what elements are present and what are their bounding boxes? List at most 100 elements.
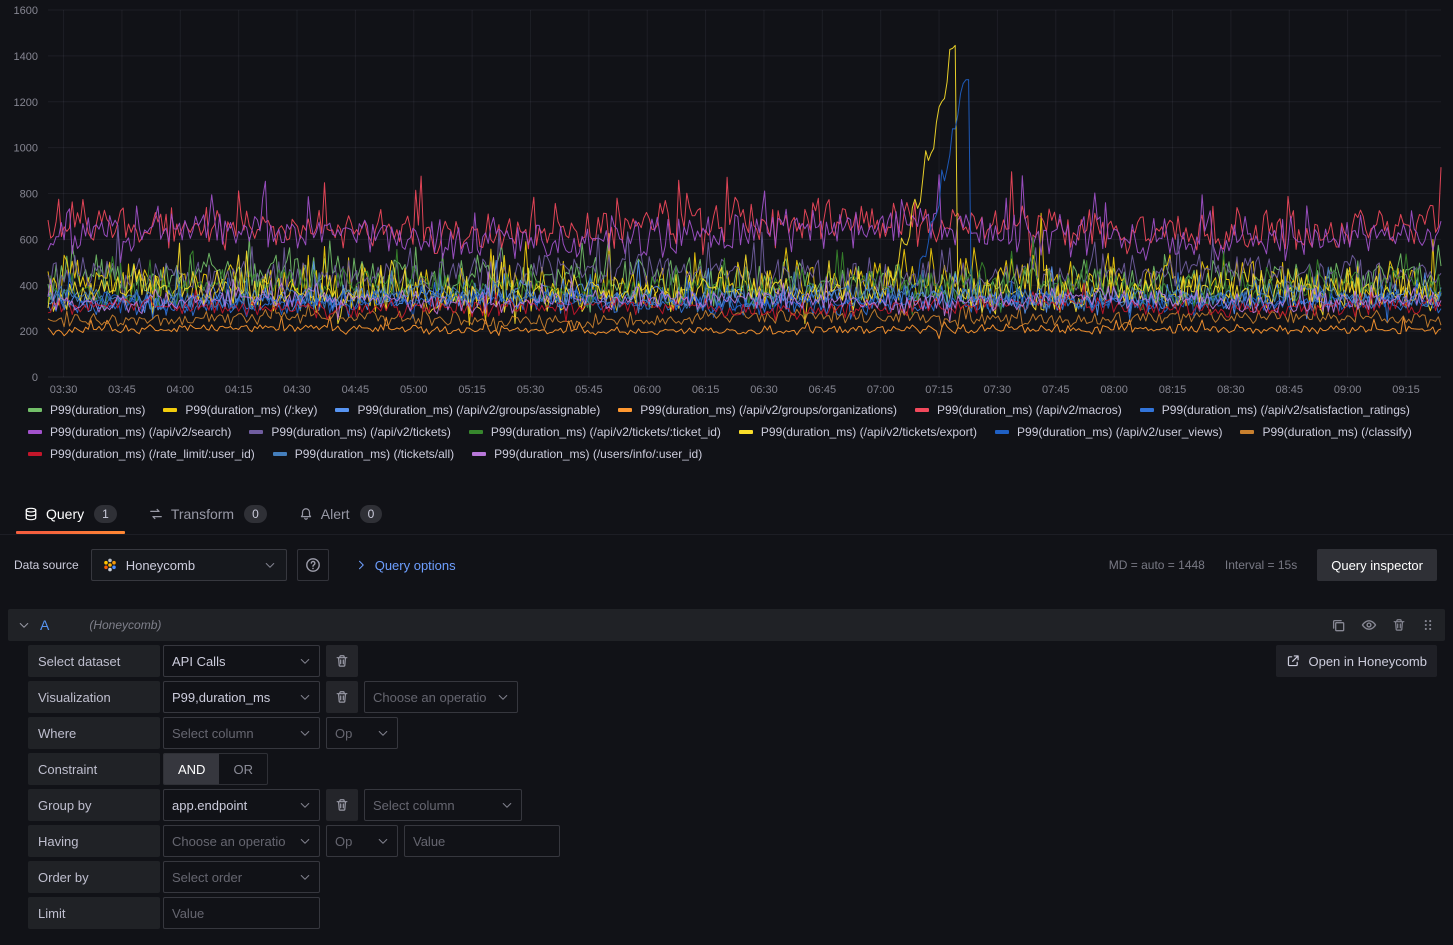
constraint-or-button[interactable]: OR	[219, 754, 267, 784]
query-row-header[interactable]: A (Honeycomb)	[8, 609, 1445, 641]
form-row-having: Having Choose an operatio Op	[28, 825, 1445, 857]
query-ref-id: A	[40, 617, 50, 633]
group-by-select[interactable]: app.endpoint	[163, 789, 320, 821]
legend-item[interactable]: P99(duration_ms) (/rate_limit/:user_id)	[28, 446, 255, 462]
chevron-down-icon	[264, 559, 276, 571]
legend-item[interactable]: P99(duration_ms)	[28, 402, 145, 418]
form-row-where: Where Select column Op	[28, 717, 1445, 749]
svg-text:07:00: 07:00	[867, 384, 895, 396]
legend-swatch-icon	[738, 430, 753, 434]
legend-item[interactable]: P99(duration_ms) (/api/v2/groups/organiz…	[618, 402, 897, 418]
group-by-column-placeholder: Select column	[373, 797, 455, 813]
visualization-select[interactable]: P99,duration_ms	[163, 681, 320, 713]
legend-label: P99(duration_ms) (/api/v2/groups/assigna…	[357, 403, 601, 417]
having-operation-select[interactable]: Choose an operatio	[163, 825, 320, 857]
chevron-down-icon	[377, 727, 389, 739]
legend-label: P99(duration_ms) (/users/info/:user_id)	[494, 447, 703, 461]
visualization-operation-select[interactable]: Choose an operatio	[364, 681, 518, 713]
group-by-value: app.endpoint	[172, 797, 248, 813]
remove-visualization-button[interactable]	[326, 681, 358, 713]
interval-text: Interval = 15s	[1224, 558, 1298, 572]
order-by-select[interactable]: Select order	[163, 861, 320, 893]
drag-query-handle[interactable]	[1421, 618, 1435, 632]
legend-item[interactable]: P99(duration_ms) (/:key)	[163, 402, 317, 418]
tab-alert[interactable]: Alert 0	[283, 494, 398, 534]
timeseries-chart[interactable]: 0 200 400 600 800 1000 1200 1400 1600 03:30 03:45 0…	[0, 0, 1453, 400]
datasource-help-button[interactable]	[296, 549, 329, 581]
group-by-column-select[interactable]: Select column	[364, 789, 522, 821]
tab-query[interactable]: Query 1	[8, 494, 133, 534]
question-circle-icon	[305, 557, 321, 573]
legend-item[interactable]: P99(duration_ms) (/api/v2/user_views)	[995, 424, 1222, 440]
tab-count-badge: 0	[359, 505, 383, 523]
dataset-select[interactable]: API Calls	[163, 645, 320, 677]
legend-item[interactable]: P99(duration_ms) (/classify)	[1240, 424, 1412, 440]
legend-swatch-icon	[1240, 430, 1255, 434]
legend-item[interactable]: P99(duration_ms) (/tickets/all)	[272, 446, 455, 462]
legend-label: P99(duration_ms) (/api/v2/tickets/:ticke…	[490, 425, 721, 439]
query-datasource-hint: (Honeycomb)	[89, 618, 162, 632]
transform-icon	[149, 507, 163, 521]
field-label-where: Where	[28, 717, 160, 749]
legend-swatch-icon	[915, 408, 930, 412]
legend-item[interactable]: P99(duration_ms) (/api/v2/macros)	[915, 402, 1122, 418]
chevron-down-icon	[299, 871, 311, 883]
datasource-picker[interactable]: Honeycomb	[90, 549, 287, 581]
query-inspector-button[interactable]: Query inspector	[1317, 549, 1437, 581]
tab-transform[interactable]: Transform 0	[133, 494, 283, 534]
svg-text:06:00: 06:00	[633, 384, 661, 396]
order-by-placeholder: Select order	[172, 869, 243, 885]
legend-label: P99(duration_ms) (/tickets/all)	[294, 447, 455, 461]
where-column-select[interactable]: Select column	[163, 717, 320, 749]
form-row-visualization: Visualization P99,duration_ms Choose an …	[28, 681, 1445, 713]
remove-group-by-button[interactable]	[326, 789, 358, 821]
legend-item[interactable]: P99(duration_ms) (/api/v2/tickets/export…	[738, 424, 977, 440]
field-label-having: Having	[28, 825, 160, 857]
legend-label: P99(duration_ms) (/rate_limit/:user_id)	[50, 447, 255, 461]
remove-dataset-button[interactable]	[326, 645, 358, 677]
svg-text:1400: 1400	[14, 51, 38, 63]
timeseries-panel: 0 200 400 600 800 1000 1200 1400 1600 03:30 03:45 0…	[0, 0, 1453, 472]
chevron-down-icon	[501, 799, 513, 811]
chevron-down-icon	[18, 619, 30, 631]
remove-query-button[interactable]	[1392, 618, 1406, 632]
legend-label: P99(duration_ms) (/api/v2/search)	[50, 425, 232, 439]
open-in-honeycomb-button[interactable]: Open in Honeycomb	[1276, 645, 1437, 677]
chevron-right-icon	[355, 559, 367, 571]
legend-swatch-icon	[468, 430, 483, 434]
legend-swatch-icon	[472, 452, 487, 456]
tab-label: Alert	[320, 506, 350, 522]
svg-text:04:45: 04:45	[342, 384, 370, 396]
where-column-placeholder: Select column	[172, 725, 254, 741]
legend-swatch-icon	[272, 452, 287, 456]
having-operation-placeholder: Choose an operatio	[172, 833, 286, 849]
svg-text:05:30: 05:30	[517, 384, 545, 396]
database-icon	[24, 507, 38, 521]
legend-item[interactable]: P99(duration_ms) (/api/v2/groups/assigna…	[335, 402, 600, 418]
tab-count-badge: 0	[244, 505, 267, 523]
legend-label: P99(duration_ms) (/api/v2/tickets)	[271, 425, 451, 439]
query-options-toggle[interactable]: Query options	[355, 558, 456, 573]
constraint-and-button[interactable]: AND	[164, 754, 220, 784]
collapse-query-button[interactable]	[18, 619, 30, 631]
hide-query-button[interactable]	[1361, 617, 1377, 633]
trash-icon	[335, 690, 349, 704]
duplicate-query-button[interactable]	[1331, 618, 1346, 633]
operation-placeholder: Choose an operatio	[373, 689, 487, 705]
limit-value-input[interactable]	[163, 897, 320, 929]
legend-label: P99(duration_ms) (/api/v2/satisfaction_r…	[1161, 403, 1410, 417]
legend-swatch-icon	[163, 408, 178, 412]
legend-item[interactable]: P99(duration_ms) (/users/info/:user_id)	[472, 446, 702, 462]
chevron-down-icon	[299, 799, 311, 811]
legend-item[interactable]: P99(duration_ms) (/api/v2/search)	[28, 424, 231, 440]
legend-item[interactable]: P99(duration_ms) (/api/v2/tickets)	[249, 424, 451, 440]
datasource-value: Honeycomb	[125, 557, 196, 573]
svg-text:09:00: 09:00	[1334, 384, 1362, 396]
where-op-select[interactable]: Op	[326, 717, 398, 749]
tab-count-badge: 1	[94, 505, 117, 523]
having-op-select[interactable]: Op	[326, 825, 398, 857]
having-value-input[interactable]	[404, 825, 560, 857]
legend-item[interactable]: P99(duration_ms) (/api/v2/tickets/:ticke…	[468, 424, 721, 440]
legend-item[interactable]: P99(duration_ms) (/api/v2/satisfaction_r…	[1139, 402, 1410, 418]
external-link-icon	[1286, 654, 1300, 668]
